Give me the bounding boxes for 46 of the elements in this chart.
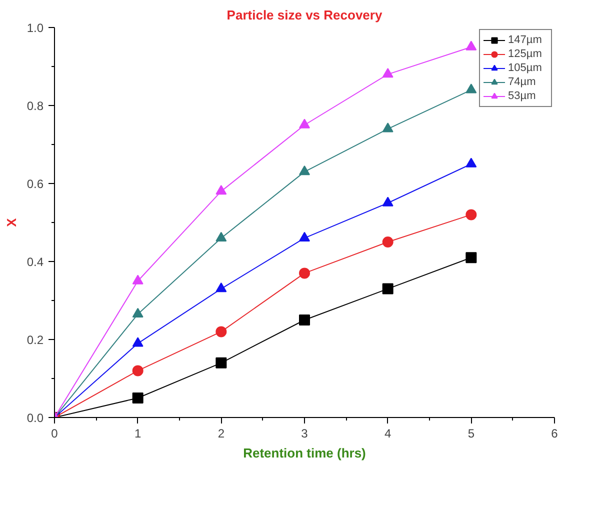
y-tick-label: 0.8: [26, 99, 44, 113]
y-tick-label: 0.0: [26, 411, 44, 425]
y-tick-label: 1.0: [26, 21, 44, 35]
legend-label: 105µm: [508, 62, 543, 74]
point: [216, 185, 227, 195]
point: [382, 283, 394, 294]
y-tick-label: 0.2: [26, 333, 44, 347]
point: [132, 308, 144, 318]
point: [466, 252, 477, 264]
y-tick-label: 0.6: [26, 177, 44, 191]
point: [466, 84, 477, 94]
x-tick-label: 2: [218, 426, 225, 440]
point: [132, 337, 144, 347]
legend-label: 74µm: [508, 76, 537, 88]
point: [132, 365, 144, 376]
point: [299, 314, 310, 326]
point: [382, 122, 394, 132]
point: [216, 326, 227, 338]
point: [299, 118, 310, 128]
y-axis-title: X: [4, 218, 19, 227]
point: [382, 236, 394, 248]
legend-label: 147µm: [508, 34, 543, 46]
point: [216, 232, 227, 242]
x-tick-label: 1: [134, 426, 142, 440]
point: [382, 196, 394, 206]
x-tick-label: 0: [51, 426, 58, 440]
point: [466, 158, 477, 168]
point: [216, 282, 227, 292]
point: [466, 40, 477, 50]
chart-title: Particle size vs Recovery: [226, 8, 383, 22]
point: [216, 357, 227, 368]
point: [132, 392, 144, 404]
point: [299, 166, 310, 176]
x-tick-label: 6: [551, 426, 558, 440]
x-tick-label: 3: [301, 426, 308, 440]
point: [299, 232, 310, 242]
x-tick-label: 4: [384, 426, 392, 440]
point: [466, 209, 477, 220]
point: [299, 268, 310, 279]
y-tick-label: 0.4: [26, 255, 44, 269]
legend-label: 53µm: [508, 90, 537, 102]
x-tick-label: 5: [468, 426, 475, 440]
point: [382, 68, 394, 78]
legend-label: 125µm: [508, 48, 543, 60]
x-axis-title: Retention time (hrs): [243, 446, 366, 460]
point: [132, 274, 144, 284]
